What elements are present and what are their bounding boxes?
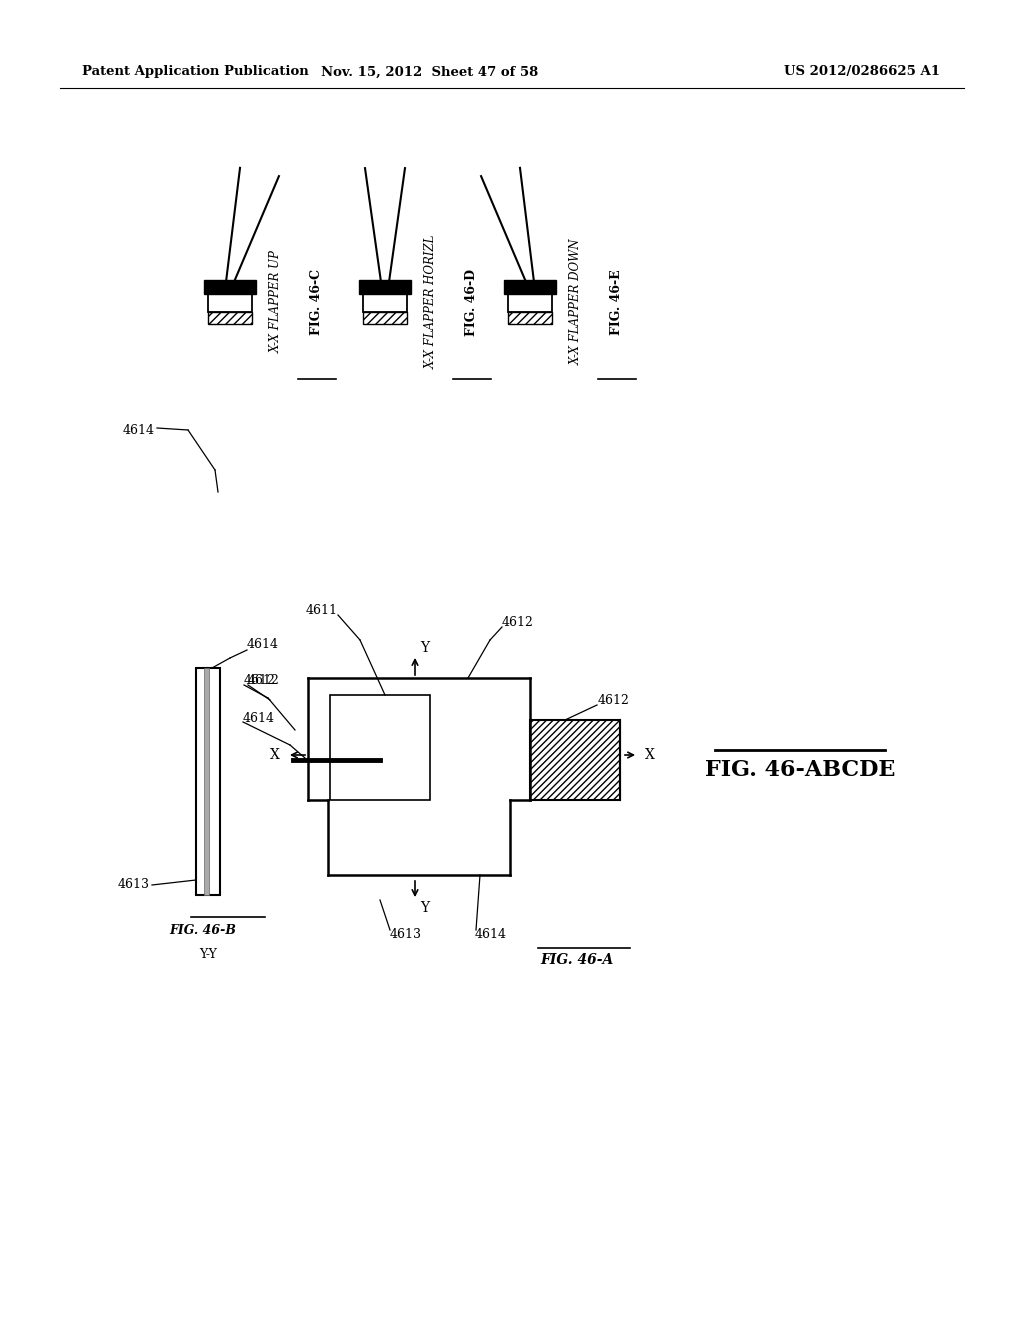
Bar bbox=[504, 280, 556, 294]
Text: Patent Application Publication: Patent Application Publication bbox=[82, 66, 309, 78]
Bar bbox=[204, 280, 256, 294]
Text: FIG. 46-C: FIG. 46-C bbox=[310, 269, 323, 335]
Text: 4614: 4614 bbox=[475, 928, 507, 941]
Bar bbox=[508, 312, 552, 323]
Bar bbox=[508, 294, 552, 312]
Text: 4612: 4612 bbox=[502, 615, 534, 628]
Text: Y: Y bbox=[420, 902, 429, 915]
Bar bbox=[362, 294, 407, 312]
Text: FIG. 46-ABCDE: FIG. 46-ABCDE bbox=[705, 759, 895, 781]
Text: 4612: 4612 bbox=[244, 673, 275, 686]
Text: 4614: 4614 bbox=[243, 711, 275, 725]
Bar bbox=[359, 280, 411, 294]
Bar bbox=[530, 719, 620, 800]
Text: 4613: 4613 bbox=[118, 879, 150, 891]
Bar bbox=[362, 312, 407, 323]
Text: X: X bbox=[270, 748, 280, 762]
Text: Y: Y bbox=[420, 642, 429, 655]
Text: FIG. 46-B: FIG. 46-B bbox=[170, 924, 237, 936]
Text: Y-Y: Y-Y bbox=[199, 949, 217, 961]
Text: 4613: 4613 bbox=[390, 928, 422, 941]
Text: X: X bbox=[645, 748, 655, 762]
Text: FIG. 46-A: FIG. 46-A bbox=[540, 953, 613, 968]
Bar bbox=[330, 696, 430, 800]
Bar bbox=[208, 312, 252, 323]
Text: 4611: 4611 bbox=[306, 603, 338, 616]
Text: US 2012/0286625 A1: US 2012/0286625 A1 bbox=[784, 66, 940, 78]
Text: X-X FLAPPER HORIZL: X-X FLAPPER HORIZL bbox=[425, 235, 438, 370]
Text: Nov. 15, 2012  Sheet 47 of 58: Nov. 15, 2012 Sheet 47 of 58 bbox=[322, 66, 539, 78]
Text: 4614: 4614 bbox=[247, 639, 279, 652]
Bar bbox=[204, 668, 209, 895]
Bar bbox=[208, 294, 252, 312]
Bar bbox=[196, 668, 220, 895]
Text: 4614: 4614 bbox=[123, 424, 155, 437]
Text: FIG. 46-D: FIG. 46-D bbox=[465, 268, 478, 335]
Text: 4612: 4612 bbox=[598, 693, 630, 706]
Text: 4612: 4612 bbox=[248, 673, 280, 686]
Text: FIG. 46-E: FIG. 46-E bbox=[610, 269, 623, 335]
Text: X-X FLAPPER UP: X-X FLAPPER UP bbox=[270, 251, 283, 354]
Text: X-X FLAPPER DOWN: X-X FLAPPER DOWN bbox=[570, 239, 583, 366]
